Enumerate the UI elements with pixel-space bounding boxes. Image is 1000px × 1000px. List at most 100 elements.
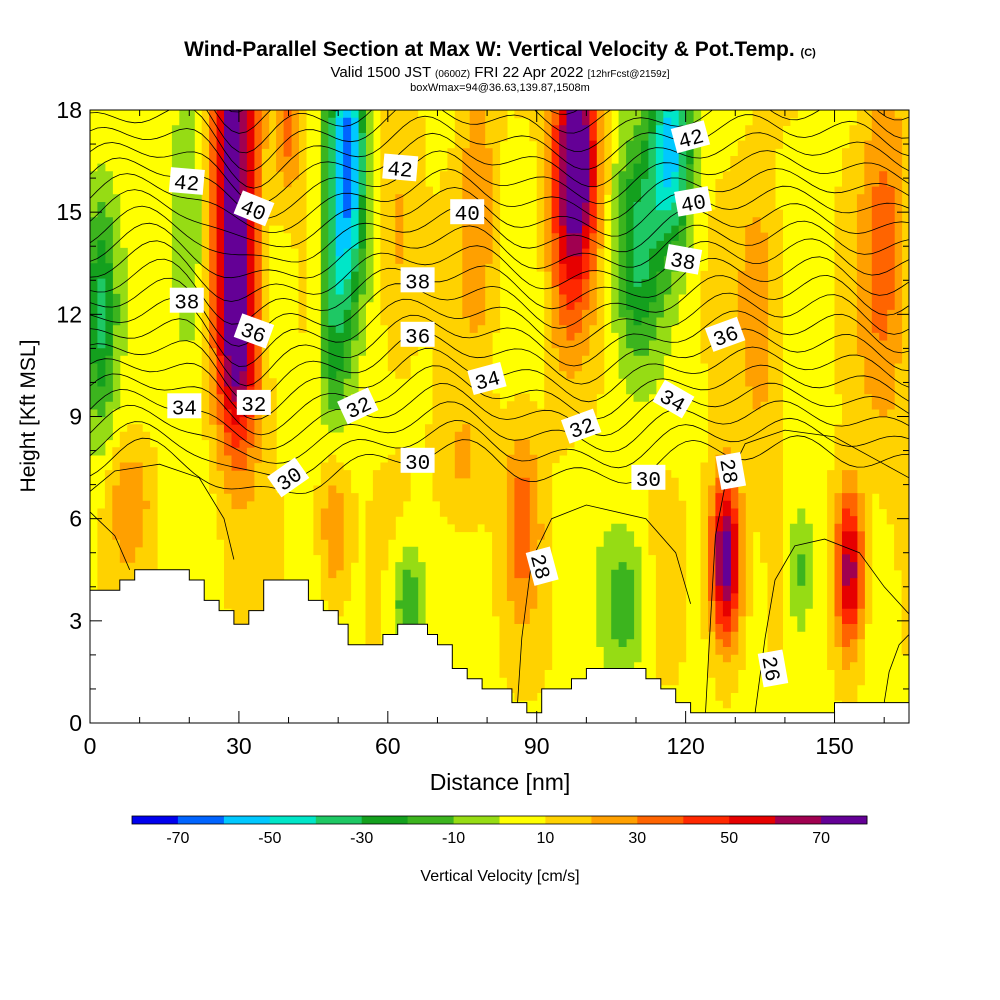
theta-line-23 [90, 24, 909, 90]
x-tick-label-4: 120 [666, 733, 704, 759]
colorbar-swatch-0 [132, 816, 179, 824]
colorbar-swatch-14 [775, 816, 822, 824]
contour-label-17: 40 [674, 186, 712, 219]
y-tick-label-0: 0 [69, 710, 82, 736]
theta-line-15 [90, 168, 909, 233]
colorbar-tick-label-0: -70 [166, 830, 189, 847]
contour-label-text: 28 [713, 457, 740, 486]
x-axis-label: Distance [nm] [430, 769, 571, 795]
contour-label-14: 32 [560, 408, 602, 445]
contour-label-21: 30 [631, 464, 666, 493]
colorbar-swatch-3 [269, 816, 317, 824]
colorbar-swatch-7 [453, 816, 500, 824]
contour-label-20: 34 [652, 379, 695, 419]
contour-label-10: 36 [400, 321, 435, 350]
chart-title: Wind-Parallel Section at Max W: Vertical… [0, 38, 1000, 65]
theta-line-17 [90, 132, 909, 205]
contour-label-text: 38 [174, 293, 199, 316]
theta-line-22 [227, 110, 245, 113]
y-axis-label: Height [Kft MSL] [17, 340, 40, 493]
contour-label-text: 42 [386, 159, 413, 184]
theta-line-14 [90, 185, 909, 248]
contour-label-2: 38 [169, 287, 204, 316]
x-tick-label-2: 60 [375, 733, 401, 759]
y-tick-label-6: 18 [56, 97, 82, 123]
x-tick-label-1: 30 [226, 733, 252, 759]
theta-line-4 [90, 364, 909, 436]
contour-label-18: 38 [664, 244, 703, 277]
theta-line-0 [90, 435, 909, 495]
colorbar-swatch-6 [407, 816, 454, 824]
colorbar-swatch-11 [637, 816, 684, 824]
chart-title-text: Wind-Parallel Section at Max W: Vertical… [184, 38, 795, 61]
contour-label-7: 42 [382, 153, 419, 184]
y-tick-label-5: 15 [56, 199, 82, 225]
theta-low-line-3 [754, 538, 909, 713]
colorbar-label: Vertical Velocity [cm/s] [420, 868, 579, 885]
y-tick-label-1: 3 [69, 608, 82, 634]
contour-label-text: 30 [636, 470, 661, 493]
theta-line-6 [90, 328, 909, 404]
theta-contours [90, 0, 909, 713]
colorbar-tick-label-7: 70 [812, 830, 830, 847]
contour-label-text: 38 [405, 272, 430, 295]
y-tick-label-4: 12 [56, 301, 82, 327]
colorbar: -70 -50 -30 -10 10 30 50 70 [131, 815, 868, 847]
valid-date: FRI 22 Apr 2022 [474, 64, 584, 81]
velocity-band-1 [90, 110, 813, 686]
theta-line-18 [90, 114, 909, 189]
velocity-band-0 [90, 110, 909, 723]
theta-line-21 [213, 110, 579, 134]
contour-label-13: 30 [400, 447, 435, 476]
theta-line-13 [90, 203, 909, 263]
colorbar-swatch-13 [729, 816, 776, 824]
contour-label-text: 38 [668, 250, 697, 277]
title-block: Wind-Parallel Section at Max W: Vertical… [0, 38, 1000, 94]
theta-line-7 [90, 310, 909, 387]
terrain-outline [89, 569, 910, 724]
theta-line-2 [90, 400, 909, 464]
contour-label-15: 28 [524, 546, 559, 586]
contour-label-0: 42 [168, 167, 205, 198]
theta-line-20 [206, 110, 909, 154]
contour-label-text: 26 [756, 655, 783, 684]
contour-label-text: 30 [405, 453, 430, 476]
theta-line-24 [90, 6, 909, 66]
colorbar-swatch-15 [821, 816, 868, 824]
valid-time: Valid 1500 JST [330, 64, 431, 81]
chart-title-unit: (C) [800, 47, 816, 59]
contour-label-4: 34 [167, 393, 202, 421]
colorbar-swatch-4 [315, 816, 363, 824]
x-tick-label-5: 150 [815, 733, 853, 759]
colorbar-swatch-2 [223, 816, 271, 824]
theta-line-25 [90, 0, 909, 46]
contour-label-9: 38 [400, 267, 435, 295]
theta-line-3 [90, 382, 909, 450]
theta-low-line-1 [90, 463, 235, 560]
theta-low-line-0 [516, 504, 691, 713]
theta-line-8 [90, 292, 909, 367]
x-tick-label-0: 0 [84, 733, 97, 759]
contour-label-text: 42 [173, 172, 200, 197]
theta-low-line-2 [705, 429, 909, 713]
contour-label-text: 34 [172, 398, 197, 421]
theta-low-line-4 [883, 634, 909, 703]
colorbar-swatch-12 [683, 816, 730, 824]
colorbar-swatch-10 [591, 816, 638, 824]
colorbar-swatch-5 [361, 816, 409, 824]
theta-line-19 [90, 110, 909, 172]
colorbar-tick-label-6: 50 [720, 830, 738, 847]
theta-line-16 [90, 150, 909, 219]
contour-label-8: 40 [450, 199, 485, 227]
y-tick-label-3: 9 [69, 404, 82, 430]
box-info: boxWmax=94@36.63,139.87,1508m [410, 82, 590, 94]
contour-label-text: 36 [405, 327, 430, 350]
contour-label-text: 32 [241, 395, 266, 418]
colorbar-frame [131, 815, 868, 825]
y-tick-label-2: 6 [69, 506, 82, 532]
contour-label-23: 26 [756, 649, 789, 688]
velocity-band-14 [343, 117, 352, 218]
chart-subtitle: Valid 1500 JST (0600Z) FRI 22 Apr 2022 [… [0, 65, 1000, 82]
